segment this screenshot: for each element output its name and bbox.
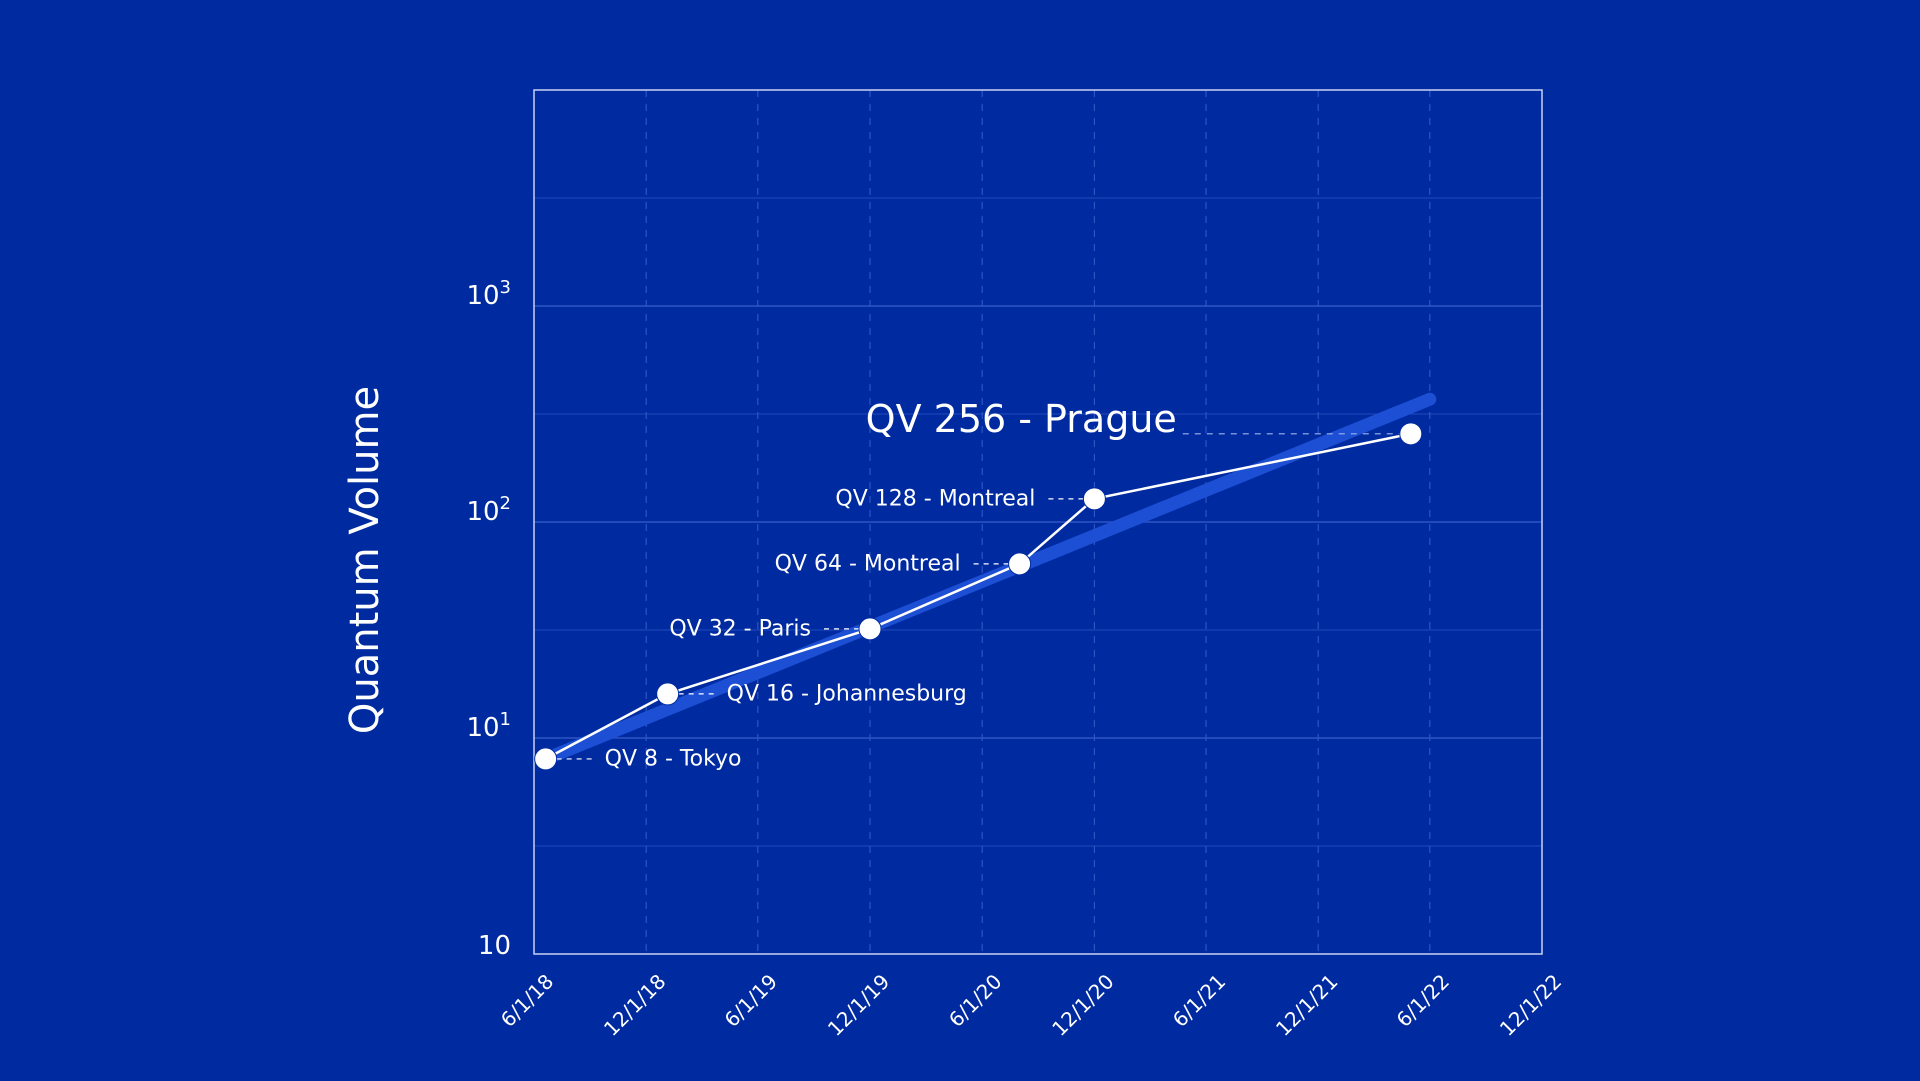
point-label-highlight: QV 256 - Prague [866,397,1177,441]
x-tick-label: 6/1/19 [720,969,782,1031]
data-point [1082,487,1106,511]
point-label: QV 32 - Paris [669,616,811,641]
data-point [1008,552,1032,576]
point-label: QV 8 - Tokyo [605,746,742,771]
data-point [656,682,680,706]
series-line [545,432,1412,761]
x-tick-label: 12/1/19 [823,969,894,1040]
y-tick-labels: 10 101 102 103 [466,277,511,961]
point-label: QV 16 - Johannesburg [727,681,967,706]
data-point [858,617,882,641]
y-axis-label: Quantum Volume [342,386,388,734]
y-tick-label: 10 [478,931,511,961]
x-tick-label: 6/1/18 [496,969,558,1031]
x-tick-label: 6/1/21 [1168,969,1230,1031]
series-layer: QV 8 - Tokyo QV 16 - Johannesburg QV 32 - … [534,397,1423,771]
plot-frame [533,89,1543,955]
point-label: QV 64 - Montreal [775,551,961,576]
x-tick-label: 12/1/20 [1047,969,1118,1040]
x-tick-label: 12/1/18 [599,969,670,1040]
y-tick-label: 103 [466,277,511,311]
y-tick-label: 102 [466,493,511,527]
x-tick-label: 6/1/20 [944,969,1006,1031]
x-tick-label: 12/1/21 [1271,969,1342,1040]
point-label: QV 128 - Montreal [835,486,1035,511]
x-tick-labels: 6/1/18 12/1/18 6/1/19 12/1/19 6/1/20 12/1/20 6… [496,969,1566,1040]
x-tick-label: 6/1/22 [1392,969,1454,1031]
y-tick-label: 101 [466,709,511,743]
grid-lines [534,90,1542,954]
data-point [1399,422,1423,446]
data-point [534,747,558,771]
x-tick-label: 12/1/22 [1495,969,1566,1040]
